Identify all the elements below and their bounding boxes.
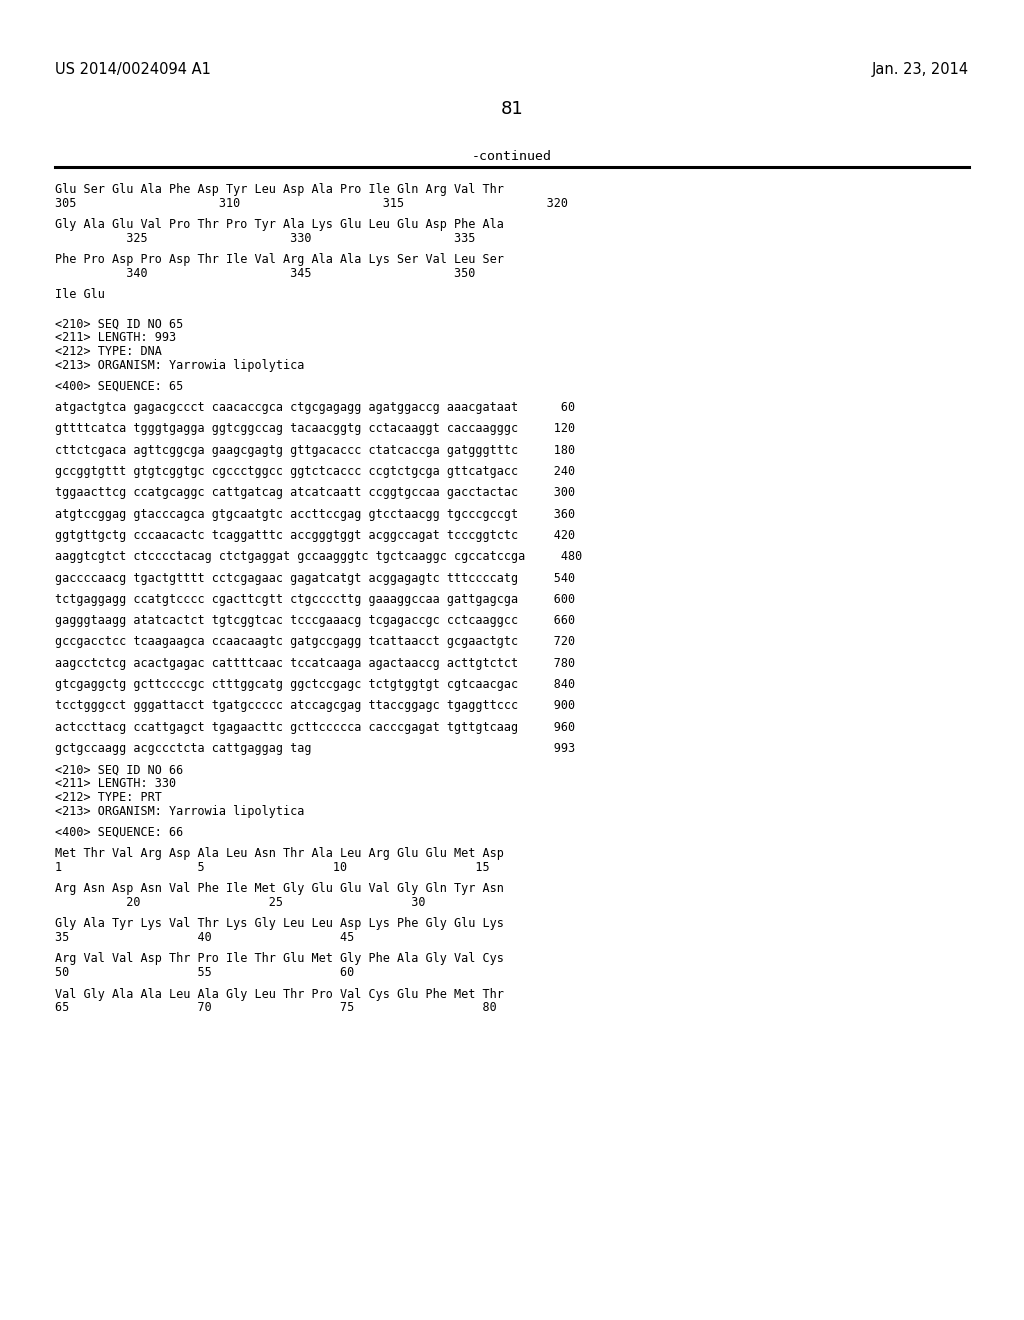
- Text: ggtgttgctg cccaacactc tcaggatttc accgggtggt acggccagat tcccggtctc     420: ggtgttgctg cccaacactc tcaggatttc accgggt…: [55, 529, 575, 543]
- Text: aaggtcgtct ctcccctacag ctctgaggat gccaagggtc tgctcaaggc cgccatccga     480: aaggtcgtct ctcccctacag ctctgaggat gccaag…: [55, 550, 583, 564]
- Text: Jan. 23, 2014: Jan. 23, 2014: [871, 62, 969, 77]
- Text: 20                  25                  30: 20 25 30: [55, 896, 426, 909]
- Text: aagcctctcg acactgagac cattttcaac tccatcaaga agactaaccg acttgtctct     780: aagcctctcg acactgagac cattttcaac tccatca…: [55, 656, 575, 669]
- Text: <210> SEQ ID NO 65: <210> SEQ ID NO 65: [55, 317, 183, 330]
- Text: Met Thr Val Arg Asp Ala Leu Asn Thr Ala Leu Arg Glu Glu Met Asp: Met Thr Val Arg Asp Ala Leu Asn Thr Ala …: [55, 847, 504, 861]
- Text: Arg Asn Asp Asn Val Phe Ile Met Gly Glu Glu Val Gly Gln Tyr Asn: Arg Asn Asp Asn Val Phe Ile Met Gly Glu …: [55, 882, 504, 895]
- Text: gtcgaggctg gcttccccgc ctttggcatg ggctccgagc tctgtggtgt cgtcaacgac     840: gtcgaggctg gcttccccgc ctttggcatg ggctccg…: [55, 678, 575, 690]
- Text: gccggtgttt gtgtcggtgc cgccctggcc ggtctcaccc ccgtctgcga gttcatgacc     240: gccggtgttt gtgtcggtgc cgccctggcc ggtctca…: [55, 465, 575, 478]
- Text: gagggtaagg atatcactct tgtcggtcac tcccgaaacg tcgagaccgc cctcaaggcc     660: gagggtaagg atatcactct tgtcggtcac tcccgaa…: [55, 614, 575, 627]
- Text: Arg Val Val Asp Thr Pro Ile Thr Glu Met Gly Phe Ala Gly Val Cys: Arg Val Val Asp Thr Pro Ile Thr Glu Met …: [55, 953, 504, 965]
- Text: <211> LENGTH: 993: <211> LENGTH: 993: [55, 331, 176, 345]
- Text: Val Gly Ala Ala Leu Ala Gly Leu Thr Pro Val Cys Glu Phe Met Thr: Val Gly Ala Ala Leu Ala Gly Leu Thr Pro …: [55, 987, 504, 1001]
- Text: gttttcatca tgggtgagga ggtcggccag tacaacggtg cctacaaggt caccaagggc     120: gttttcatca tgggtgagga ggtcggccag tacaacg…: [55, 422, 575, 436]
- Text: <213> ORGANISM: Yarrowia lipolytica: <213> ORGANISM: Yarrowia lipolytica: [55, 805, 304, 817]
- Text: tctgaggagg ccatgtcccc cgacttcgtt ctgccccttg gaaaggccaa gattgagcga     600: tctgaggagg ccatgtcccc cgacttcgtt ctgcccc…: [55, 593, 575, 606]
- Text: <213> ORGANISM: Yarrowia lipolytica: <213> ORGANISM: Yarrowia lipolytica: [55, 359, 304, 371]
- Text: 50                  55                  60: 50 55 60: [55, 966, 354, 979]
- Text: <212> TYPE: PRT: <212> TYPE: PRT: [55, 791, 162, 804]
- Text: 1                   5                  10                  15: 1 5 10 15: [55, 861, 489, 874]
- Text: 35                  40                  45: 35 40 45: [55, 931, 354, 944]
- Text: atgtccggag gtacccagca gtgcaatgtc accttccgag gtcctaacgg tgcccgccgt     360: atgtccggag gtacccagca gtgcaatgtc accttcc…: [55, 508, 575, 520]
- Text: US 2014/0024094 A1: US 2014/0024094 A1: [55, 62, 211, 77]
- Text: 81: 81: [501, 100, 523, 117]
- Text: 65                  70                  75                  80: 65 70 75 80: [55, 1002, 497, 1014]
- Text: gctgccaagg acgccctcta cattgaggag tag                                  993: gctgccaagg acgccctcta cattgaggag tag 993: [55, 742, 575, 755]
- Text: actccttacg ccattgagct tgagaacttc gcttccccca cacccgagat tgttgtcaag     960: actccttacg ccattgagct tgagaacttc gcttccc…: [55, 721, 575, 734]
- Text: 325                    330                    335: 325 330 335: [55, 232, 475, 246]
- Text: gaccccaacg tgactgtttt cctcgagaac gagatcatgt acggagagtc tttccccatg     540: gaccccaacg tgactgtttt cctcgagaac gagatca…: [55, 572, 575, 585]
- Text: Gly Ala Tyr Lys Val Thr Lys Gly Leu Leu Asp Lys Phe Gly Glu Lys: Gly Ala Tyr Lys Val Thr Lys Gly Leu Leu …: [55, 917, 504, 931]
- Text: <400> SEQUENCE: 66: <400> SEQUENCE: 66: [55, 826, 183, 840]
- Text: <210> SEQ ID NO 66: <210> SEQ ID NO 66: [55, 763, 183, 776]
- Text: tggaacttcg ccatgcaggc cattgatcag atcatcaatt ccggtgccaa gacctactac     300: tggaacttcg ccatgcaggc cattgatcag atcatca…: [55, 486, 575, 499]
- Text: Glu Ser Glu Ala Phe Asp Tyr Leu Asp Ala Pro Ile Gln Arg Val Thr: Glu Ser Glu Ala Phe Asp Tyr Leu Asp Ala …: [55, 183, 504, 195]
- Text: atgactgtca gagacgccct caacaccgca ctgcgagagg agatggaccg aaacgataat      60: atgactgtca gagacgccct caacaccgca ctgcgag…: [55, 401, 575, 414]
- Text: <212> TYPE: DNA: <212> TYPE: DNA: [55, 345, 162, 358]
- Text: <400> SEQUENCE: 65: <400> SEQUENCE: 65: [55, 380, 183, 393]
- Text: tcctgggcct gggattacct tgatgccccc atccagcgag ttaccggagc tgaggttccc     900: tcctgggcct gggattacct tgatgccccc atccagc…: [55, 700, 575, 713]
- Text: Phe Pro Asp Pro Asp Thr Ile Val Arg Ala Ala Lys Ser Val Leu Ser: Phe Pro Asp Pro Asp Thr Ile Val Arg Ala …: [55, 253, 504, 267]
- Text: cttctcgaca agttcggcga gaagcgagtg gttgacaccc ctatcaccga gatgggtttc     180: cttctcgaca agttcggcga gaagcgagtg gttgaca…: [55, 444, 575, 457]
- Text: Ile Glu: Ile Glu: [55, 288, 104, 301]
- Text: 305                    310                    315                    320: 305 310 315 320: [55, 197, 568, 210]
- Text: 340                    345                    350: 340 345 350: [55, 267, 475, 280]
- Text: gccgacctcc tcaagaagca ccaacaagtc gatgccgagg tcattaacct gcgaactgtc     720: gccgacctcc tcaagaagca ccaacaagtc gatgccg…: [55, 635, 575, 648]
- Text: <211> LENGTH: 330: <211> LENGTH: 330: [55, 777, 176, 789]
- Text: Gly Ala Glu Val Pro Thr Pro Tyr Ala Lys Glu Leu Glu Asp Phe Ala: Gly Ala Glu Val Pro Thr Pro Tyr Ala Lys …: [55, 218, 504, 231]
- Text: -continued: -continued: [472, 150, 552, 162]
